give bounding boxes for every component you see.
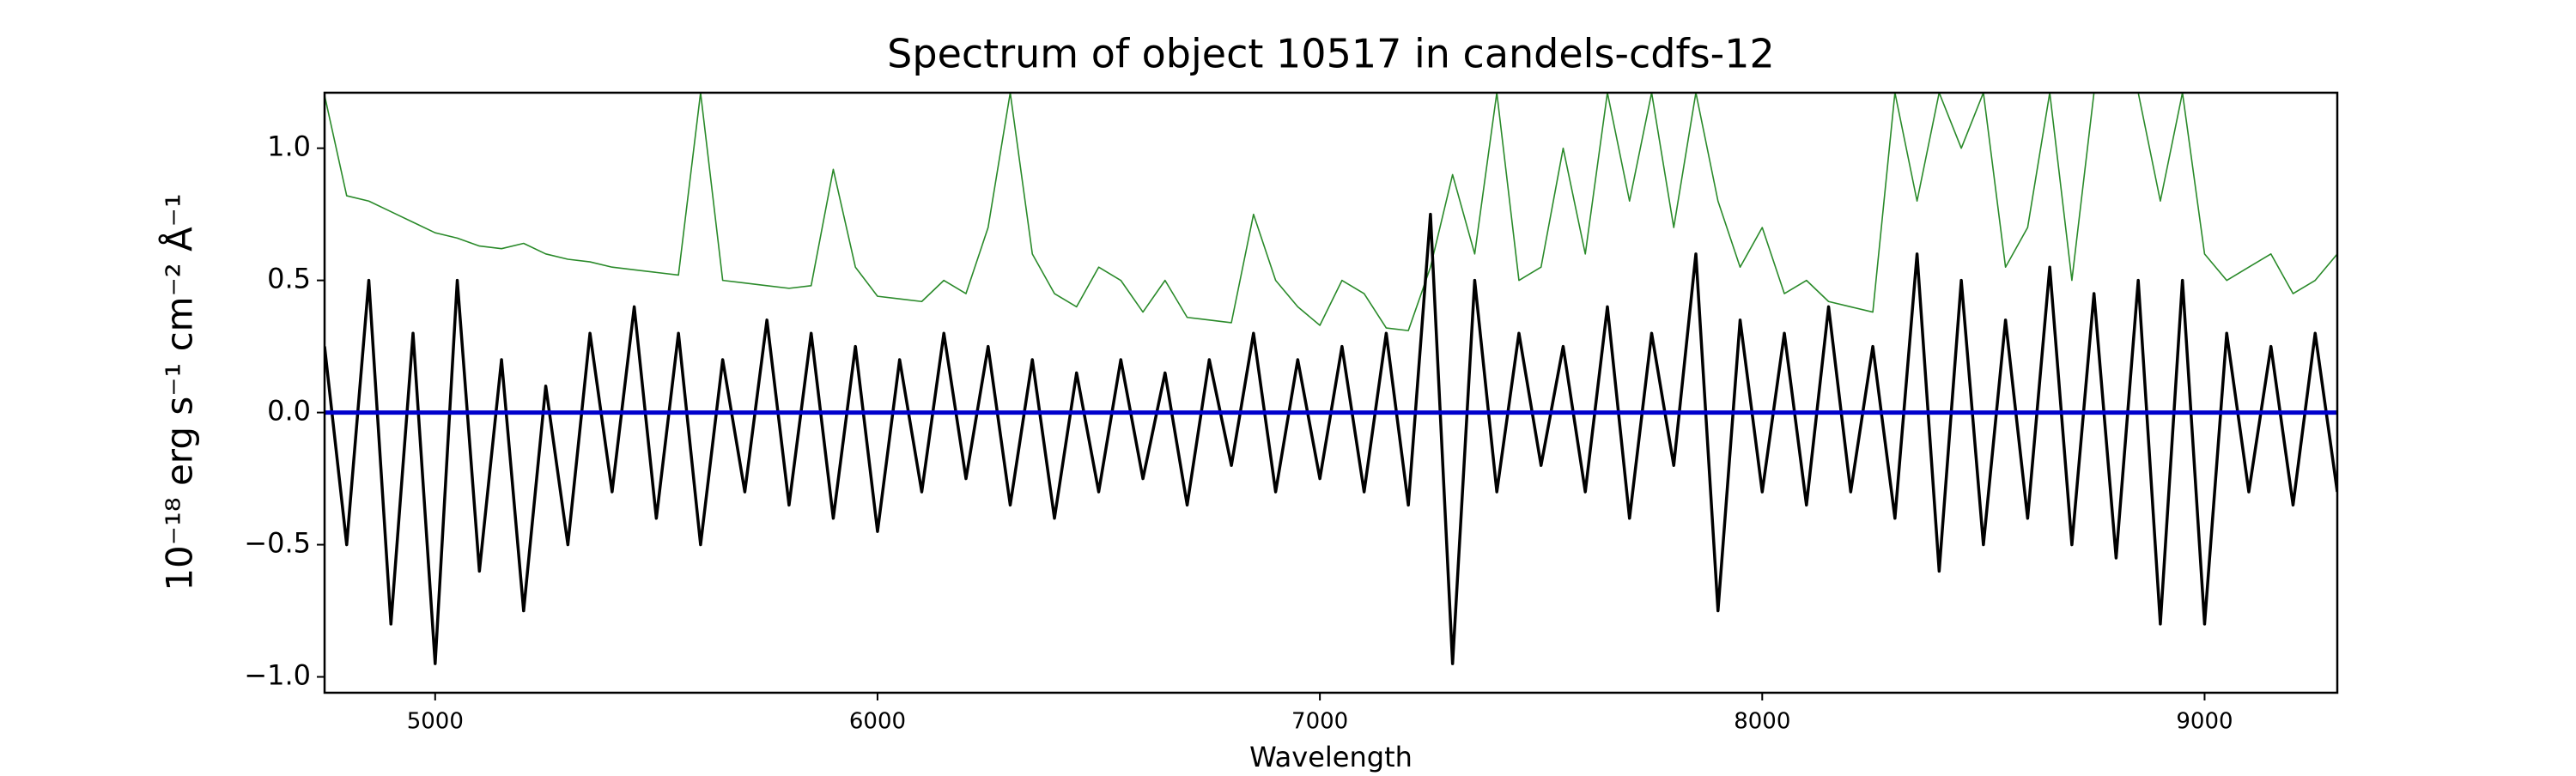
- y-tick-label: 0.0: [267, 395, 311, 427]
- y-axis-label: 10⁻¹⁸ erg s⁻¹ cm⁻² Å⁻¹: [158, 193, 201, 591]
- x-tick-label: 6000: [849, 709, 906, 735]
- x-tick-label: 8000: [1734, 709, 1790, 735]
- y-tick-label: −0.5: [244, 527, 311, 560]
- y-tick-label: −1.0: [244, 659, 311, 692]
- plot-area: [325, 93, 2337, 665]
- x-tick-label: 9000: [2176, 709, 2233, 735]
- y-tick-label: 0.5: [267, 263, 311, 295]
- spectrum-line: [325, 212, 2337, 665]
- x-axis-label: Wavelength: [1249, 741, 1413, 773]
- chart-title: Spectrum of object 10517 in candels-cdfs…: [887, 31, 1775, 77]
- x-tick-label: 5000: [407, 709, 464, 735]
- y-tick-label: 1.0: [267, 130, 311, 163]
- spectrum-line: [325, 93, 2337, 331]
- x-tick-label: 7000: [1291, 709, 1348, 735]
- axes-frame: [323, 91, 2339, 694]
